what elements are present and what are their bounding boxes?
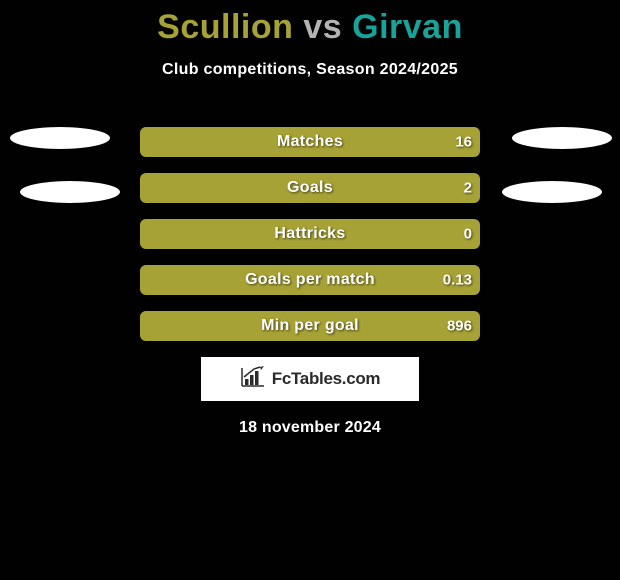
stat-label: Goals (140, 179, 480, 197)
stat-value-right: 16 (455, 134, 472, 151)
stat-row: Hattricks0 (0, 219, 620, 249)
stat-value-right: 0.13 (443, 272, 472, 289)
logo-text: FcTables.com (272, 369, 381, 389)
stat-label: Min per goal (140, 317, 480, 335)
stat-row: Min per goal896 (0, 311, 620, 341)
fctables-logo: FcTables.com (201, 357, 419, 401)
bar-container: Goals2 (140, 173, 480, 203)
stat-label: Goals per match (140, 271, 480, 289)
bar-container: Hattricks0 (140, 219, 480, 249)
stat-row: Matches16 (0, 127, 620, 157)
stat-row: Goals per match0.13 (0, 265, 620, 295)
comparison-title: Scullion vs Girvan (0, 0, 620, 47)
player2-name: Girvan (352, 8, 463, 46)
date-text: 18 november 2024 (0, 419, 620, 437)
chart-icon (240, 366, 266, 393)
stats-area: Matches16 Goals2 Hattricks0 Goals per match… (0, 127, 620, 341)
stat-row: Goals2 (0, 173, 620, 203)
stat-label: Hattricks (140, 225, 480, 243)
stat-value-right: 2 (464, 180, 472, 197)
stat-label: Matches (140, 133, 480, 151)
stat-value-right: 0 (464, 226, 472, 243)
stat-value-right: 896 (447, 318, 472, 335)
bar-container: Min per goal896 (140, 311, 480, 341)
player1-name: Scullion (157, 8, 293, 46)
bar-container: Matches16 (140, 127, 480, 157)
vs-text: vs (303, 8, 342, 46)
bar-container: Goals per match0.13 (140, 265, 480, 295)
subtitle: Club competitions, Season 2024/2025 (0, 61, 620, 79)
